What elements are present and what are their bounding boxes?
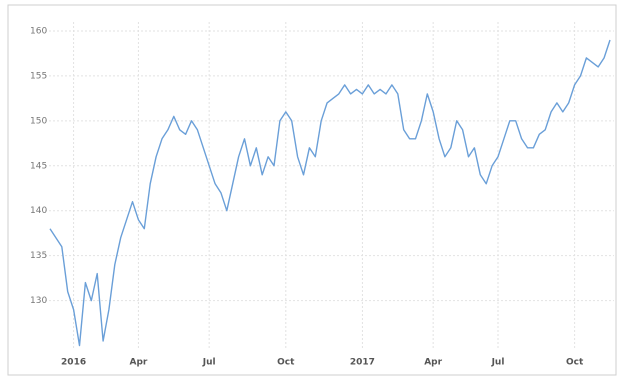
line	[49, 39, 611, 347]
y-tick-label: 150	[30, 116, 47, 126]
x-tick-label: Jul	[491, 358, 505, 368]
x-tick-label: 2016	[61, 358, 86, 368]
x-tick-label: Oct	[277, 358, 295, 368]
y-tick-label: 135	[30, 251, 47, 261]
y-tick-label: 155	[30, 71, 47, 81]
x-tick-label: Oct	[566, 358, 584, 368]
x-tick-label: 2017	[350, 358, 375, 368]
y-tick-label: 140	[30, 206, 47, 216]
y-tick-label: 145	[30, 161, 47, 171]
y-tick-label: 130	[30, 296, 47, 306]
x-tick-label: Apr	[129, 358, 147, 368]
chart-frame	[7, 4, 617, 376]
x-tick-label: Apr	[424, 358, 442, 368]
y-tick-label: 160	[30, 26, 47, 36]
x-tick-label: Jul	[202, 358, 216, 368]
